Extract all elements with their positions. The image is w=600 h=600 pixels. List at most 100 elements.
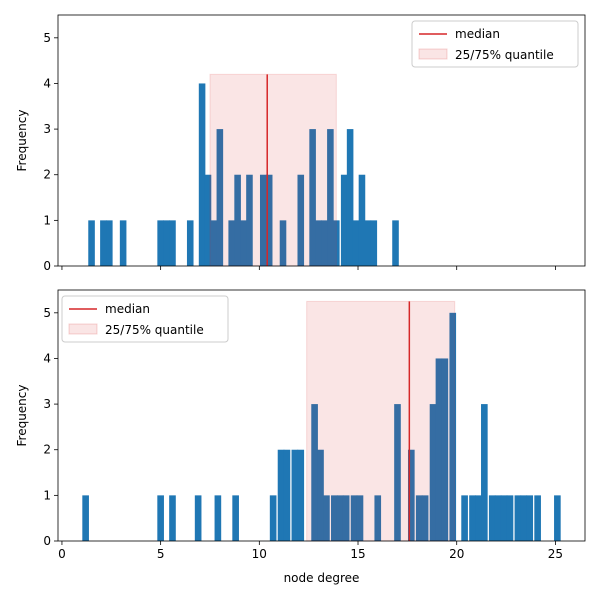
histogram-bar — [240, 220, 247, 266]
legend-quantile-label: 25/75% quantile — [455, 48, 554, 62]
histogram-bar — [500, 495, 508, 541]
x-tick-label: 5 — [157, 547, 165, 561]
histogram-bar — [340, 174, 348, 266]
y-tick-label: 5 — [43, 31, 51, 45]
y-axis-label: Frequency — [15, 110, 29, 172]
histogram-bar — [350, 495, 358, 541]
histogram-bar — [370, 220, 378, 266]
histogram-bar — [198, 83, 206, 266]
legend-box — [61, 295, 229, 343]
legend-quantile-swatch — [68, 323, 98, 335]
y-tick-label: 0 — [43, 259, 51, 273]
histogram-bar — [534, 495, 541, 541]
histogram-bar — [520, 495, 528, 541]
histogram-bar — [194, 495, 202, 541]
legend-median-label: median — [105, 302, 150, 316]
x-tick-label: 10 — [252, 547, 267, 561]
y-tick-label: 2 — [43, 443, 51, 457]
histogram-bar — [186, 220, 194, 266]
histogram-bar — [163, 220, 170, 266]
x-tick-label: 15 — [350, 547, 365, 561]
histogram-bar — [481, 404, 488, 541]
histogram-bar — [279, 220, 287, 266]
histogram-bar — [82, 495, 89, 541]
legend-box — [411, 20, 579, 68]
histogram-bar — [394, 404, 401, 541]
histogram-bar — [317, 449, 324, 541]
histogram-bar — [488, 495, 496, 541]
histogram-bar — [441, 358, 449, 541]
histogram-bar — [449, 312, 457, 541]
y-axis-label: Frequency — [15, 385, 29, 447]
histogram-bar — [327, 129, 334, 266]
histogram-bar — [232, 495, 239, 541]
histogram-bar — [246, 174, 253, 266]
histogram-bar — [311, 404, 318, 541]
chart-panel-2: 0 1 2 3 4 5 0 5 10 15 20 25 Frequency node degree medi… — [15, 289, 586, 585]
histogram-bar — [204, 174, 212, 266]
legend-quantile-label: 25/75% quantile — [105, 323, 204, 337]
legend-median-label: median — [455, 27, 500, 41]
histogram-bar — [554, 495, 561, 541]
legend: median 25/75% quantile — [61, 295, 229, 343]
histogram-bar — [323, 495, 330, 541]
histogram-bar — [157, 495, 164, 541]
histogram-bar — [475, 495, 482, 541]
histogram-bar — [283, 449, 291, 541]
histogram-bar — [321, 220, 328, 266]
quantile-band — [306, 300, 456, 542]
histogram-bar — [157, 220, 164, 266]
y-tick-label: 1 — [43, 213, 51, 227]
histogram-bar — [210, 220, 218, 266]
quantile-band — [209, 73, 337, 267]
histogram-bar — [506, 495, 514, 541]
histogram-bar — [429, 404, 437, 541]
x-axis-label: node degree — [284, 571, 360, 585]
histogram-bar — [331, 495, 338, 541]
histogram-bar — [494, 495, 502, 541]
x-tick-label: 0 — [58, 547, 66, 561]
histogram-bar — [392, 220, 399, 266]
histogram-bar — [342, 495, 350, 541]
histogram-bar — [214, 495, 222, 541]
y-tick-label: 2 — [43, 168, 51, 182]
histogram-bar — [297, 174, 305, 266]
x-tick-label: 25 — [548, 547, 563, 561]
histogram-bar — [100, 220, 107, 266]
histogram-bar — [514, 495, 522, 541]
histogram-bar — [269, 495, 277, 541]
histogram-bar — [309, 129, 316, 266]
histogram-bar — [333, 220, 340, 266]
histogram-bar — [88, 220, 95, 266]
histogram-bar — [259, 174, 267, 266]
histogram-bar — [228, 220, 235, 266]
histogram-bar — [169, 495, 176, 541]
histogram-bar — [356, 495, 364, 541]
histogram-bar — [315, 220, 322, 266]
histogram-bar — [358, 174, 366, 266]
histogram-bar — [297, 449, 305, 541]
axes-frame — [57, 14, 586, 267]
y-tick-label: 3 — [43, 122, 51, 136]
legend-quantile-swatch — [418, 48, 448, 60]
histogram-bar — [421, 495, 429, 541]
histogram-bar — [216, 129, 224, 266]
histogram-bar — [346, 129, 354, 266]
histogram-bar — [119, 220, 127, 266]
chart-panel-1: 0 1 2 3 4 5 Frequency median 25/75% quantile — [15, 14, 586, 273]
histogram-bar — [374, 495, 382, 541]
histogram-bar — [469, 495, 476, 541]
histogram-bar — [461, 495, 468, 541]
histogram-bar — [415, 495, 423, 541]
histogram-bar — [169, 220, 176, 266]
histogram-bar — [407, 449, 415, 541]
y-tick-label: 4 — [43, 351, 51, 365]
y-tick-label: 3 — [43, 397, 51, 411]
y-tick-label: 1 — [43, 488, 51, 502]
histogram-bar — [352, 220, 360, 266]
legend: median 25/75% quantile — [411, 20, 579, 68]
y-tick-label: 5 — [43, 306, 51, 320]
histogram-bar — [265, 174, 273, 266]
histogram-bar — [336, 495, 344, 541]
